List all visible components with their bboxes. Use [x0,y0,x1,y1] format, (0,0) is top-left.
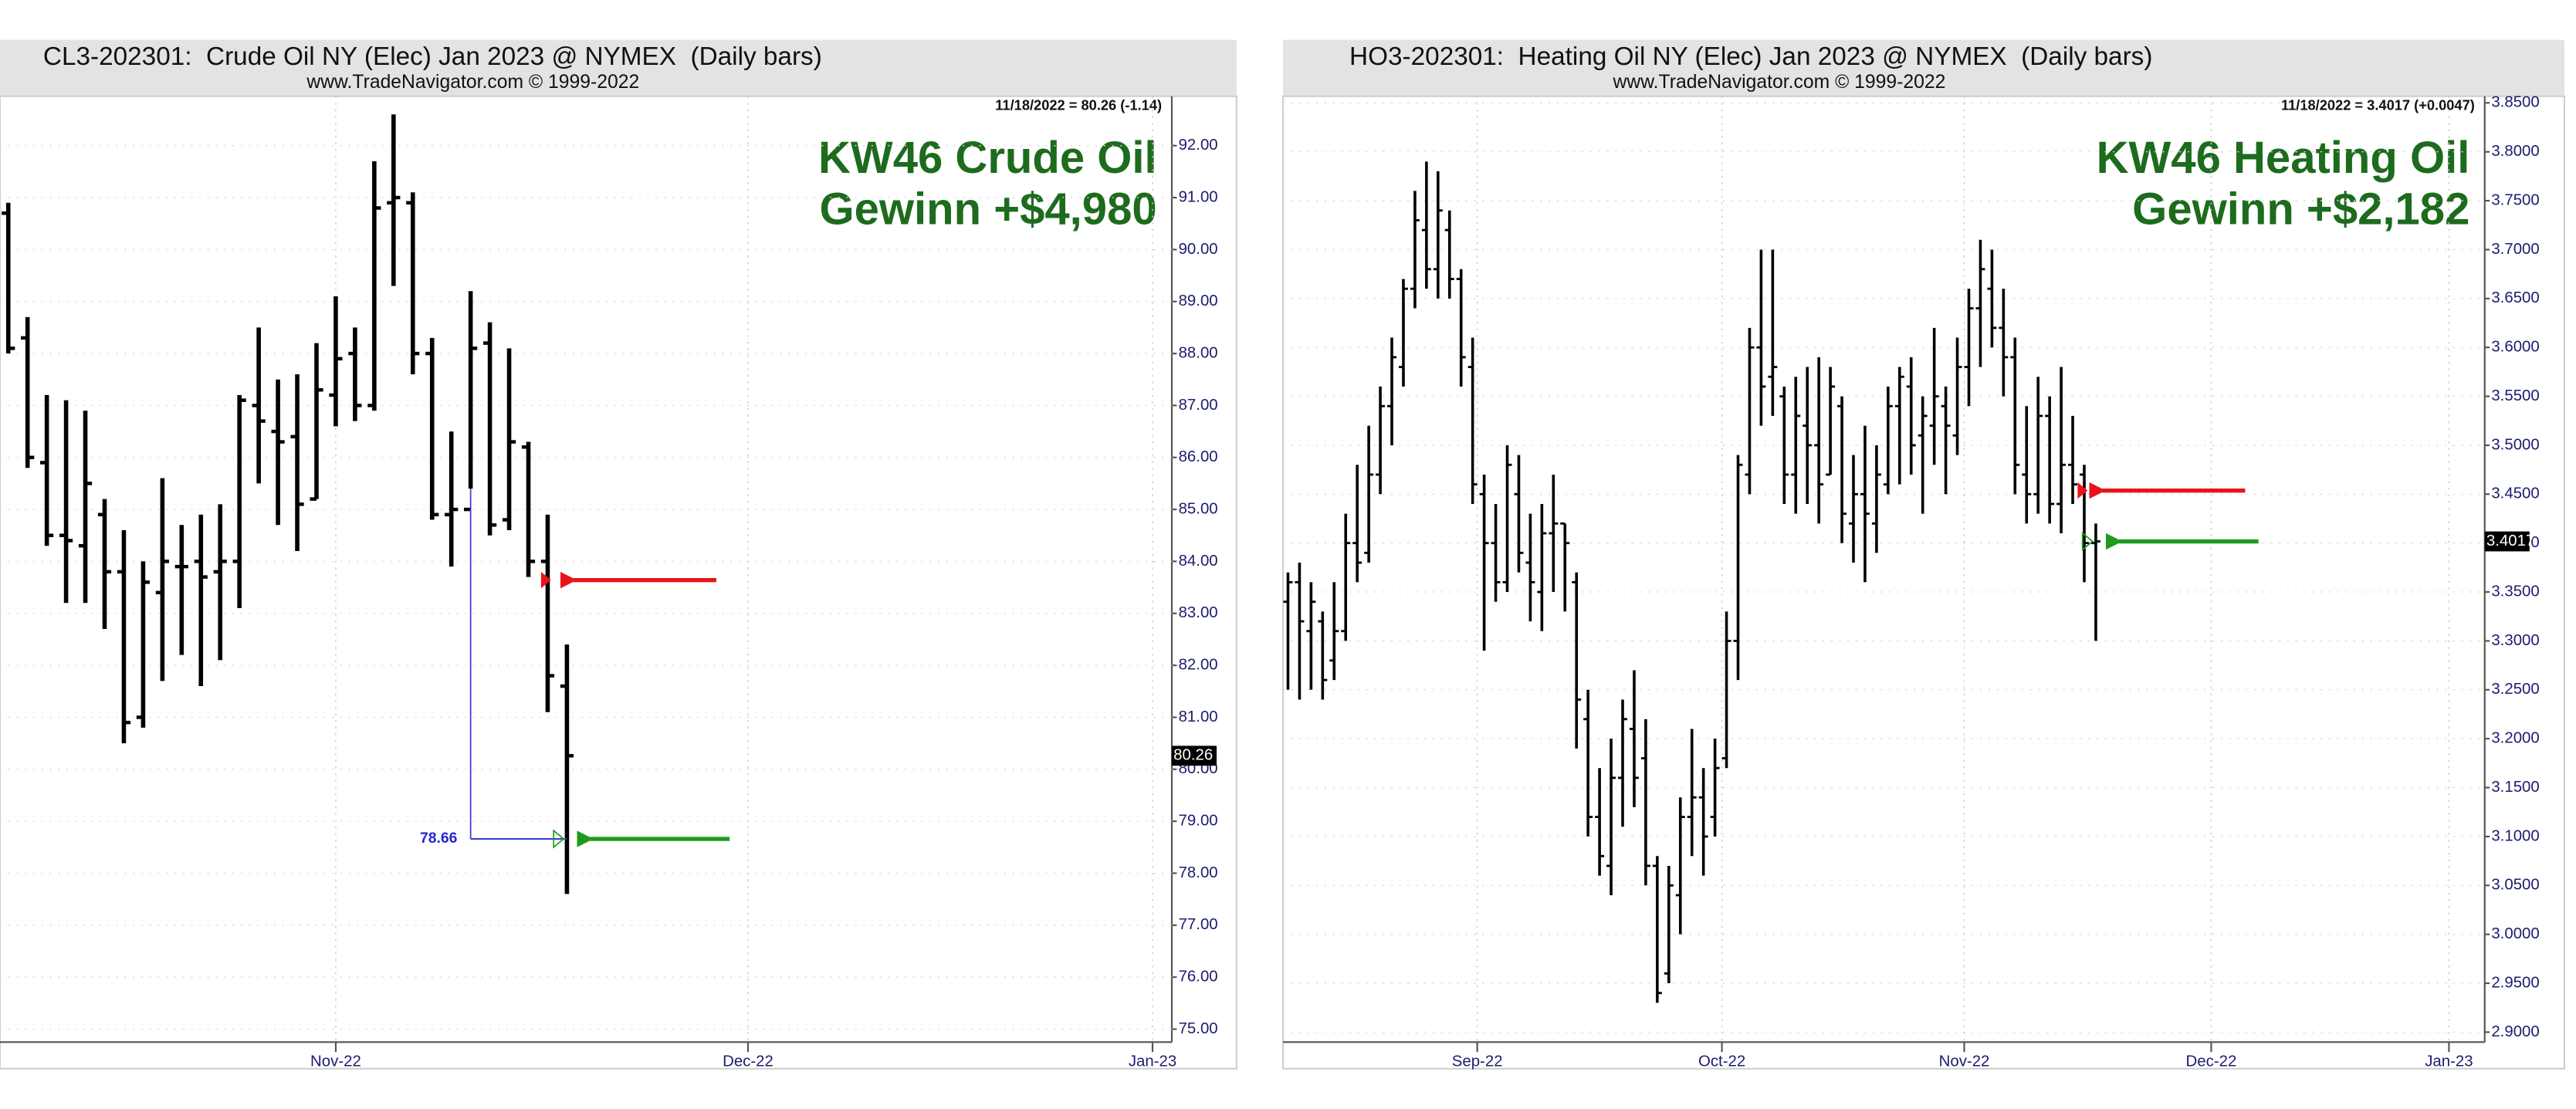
y-tick-label: 90.00 [1179,241,1218,258]
y-tick-label: 92.00 [1179,137,1218,154]
y-tick-label: 85.00 [1179,500,1218,517]
x-tick-label: Nov-22 [1939,1053,1990,1070]
x-tick-label: Jan-23 [2425,1053,2473,1070]
entry-marker [2077,482,2088,499]
y-tick-label: 88.00 [1179,344,1218,361]
chart-title: HO3-202301: Heating Oil NY (Elec) Jan 20… [1349,42,2152,71]
x-tick-label: Oct-22 [1698,1053,1745,1070]
header-band [0,39,1237,96]
y-tick-label: 3.2000 [2491,730,2539,747]
y-tick-label: 81.00 [1179,708,1218,725]
y-tick-label: 3.8000 [2491,143,2539,160]
y-tick-label: 82.00 [1179,657,1218,674]
last-price-box [2484,531,2530,552]
y-tick-label: 87.00 [1179,397,1218,414]
y-tick-label: 75.00 [1179,1020,1218,1037]
header-info: 11/18/2022 = 3.4017 (+0.0047) [2281,96,2475,113]
y-tick-label: 3.3000 [2491,632,2539,649]
y-tick-label: 2.9500 [2491,974,2539,991]
exit-marker [553,829,565,849]
x-tick-label: Sep-22 [1452,1053,1503,1070]
y-tick-label: 3.5000 [2491,436,2539,453]
y-tick-label: 3.2500 [2491,681,2539,698]
header-info: 11/18/2022 = 80.26 (-1.14) [995,96,1162,113]
y-tick-label: 89.00 [1179,292,1218,309]
last-price-label: 80.26 [1173,747,1213,764]
annotation: Gewinn +$4,980 [819,184,1156,235]
y-tick-label: 3.1000 [2491,827,2539,844]
x-tick-label: Jan-23 [1129,1053,1176,1070]
annotation: Gewinn +$2,182 [2132,184,2469,235]
y-tick-label: 3.7000 [2491,241,2539,258]
y-tick-label: 3.4500 [2491,485,2539,502]
exit-marker [2081,531,2094,552]
header-band [1283,39,2564,96]
y-tick-label: 3.6000 [2491,339,2539,356]
plot-area [0,95,1237,1070]
annotation: KW46 Crude Oil [818,133,1157,183]
y-tick-label: 2.9000 [2491,1023,2539,1040]
entry-marker [540,571,551,589]
y-tick-label: 77.00 [1179,916,1218,933]
plot-area [1281,95,2566,1070]
y-tick-label: 3.7500 [2491,191,2539,208]
chart-subtitle: www.TradeNavigator.com © 1999-2022 [1613,72,1946,93]
y-tick-label: 91.00 [1179,188,1218,205]
last-price-label: 3.4017 [2486,533,2534,549]
y-tick-label: 3.1500 [2491,779,2539,796]
annotation: KW46 Heating Oil [2097,133,2470,183]
exit-label: 78.66 [420,830,458,847]
y-tick-label: 86.00 [1179,448,1218,465]
x-tick-label: Dec-22 [2186,1053,2237,1070]
y-tick-label: 3.0000 [2491,925,2539,942]
chart-title: CL3-202301: Crude Oil NY (Elec) Jan 2023… [43,42,822,71]
x-tick-label: Dec-22 [723,1053,773,1070]
y-tick-label: 3.3500 [2491,583,2539,600]
y-tick-label: 83.00 [1179,604,1218,621]
y-tick-label: 3.0500 [2491,877,2539,894]
y-tick-label: 76.00 [1179,969,1218,986]
y-tick-label: 3.6500 [2491,289,2539,306]
chart-subtitle: www.TradeNavigator.com © 1999-2022 [306,72,639,93]
y-tick-label: 78.00 [1179,864,1218,881]
last-price-box [1171,746,1217,766]
y-tick-label: 84.00 [1179,553,1218,570]
y-tick-label: 3.5500 [2491,387,2539,404]
y-tick-label: 79.00 [1179,813,1218,830]
x-tick-label: Nov-22 [310,1053,361,1070]
y-tick-label: 3.8500 [2491,94,2539,111]
